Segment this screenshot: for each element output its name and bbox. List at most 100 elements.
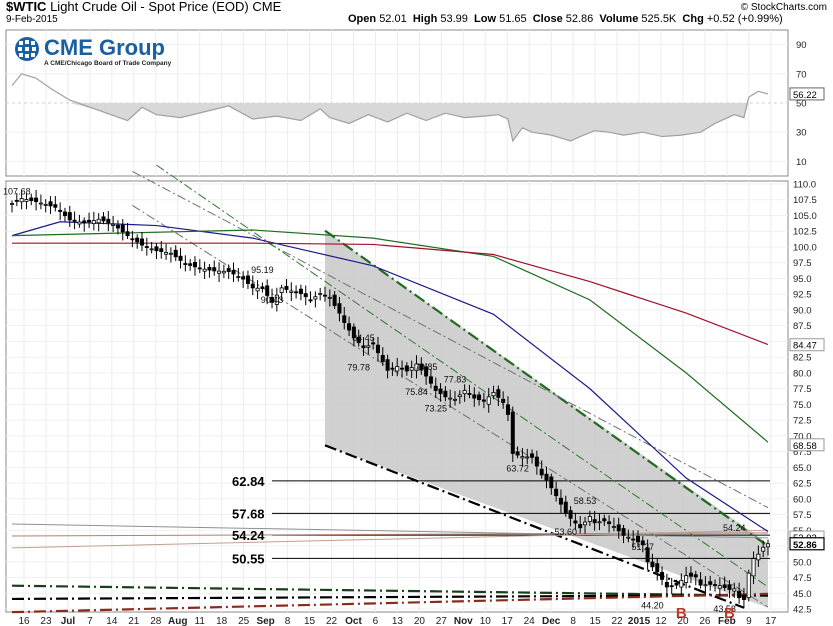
price-tick-label: 110.0 (793, 180, 816, 191)
candle-body (217, 270, 222, 274)
candle-body (549, 476, 554, 489)
x-tick-label: Aug (168, 616, 187, 626)
candle-body (404, 365, 409, 372)
price-annotation: 73.25 (424, 403, 447, 413)
trendline (11, 594, 769, 601)
x-tick-label: 7 (87, 616, 93, 626)
candle-body (38, 202, 43, 205)
right-price-value: 68.58 (793, 441, 817, 452)
candle-body (96, 218, 101, 224)
candle-body (631, 538, 636, 541)
x-tick-label: 22 (612, 616, 624, 626)
right-price-value: 52.86 (793, 540, 817, 551)
candle-body (101, 216, 106, 222)
candle-body (486, 396, 491, 405)
right-price-badge (789, 438, 825, 452)
chg-label: Chg (682, 13, 704, 25)
candle-body (298, 288, 303, 294)
candle-body (525, 456, 530, 459)
x-tick-label: 23 (40, 616, 52, 626)
candle-body (9, 203, 14, 205)
price-tick-label: 105.0 (793, 211, 817, 222)
level-label: 62.84 (232, 474, 265, 489)
candle-body (698, 579, 703, 586)
x-tick-label: 26 (699, 616, 711, 626)
cme-logo: CME Group A CME/Chicago Board of Trade C… (14, 35, 174, 72)
candle-body (390, 367, 395, 370)
price-tick-label: 75.0 (793, 400, 812, 411)
candle-body (332, 294, 337, 306)
candle-body (669, 585, 674, 588)
candle-body (168, 252, 173, 255)
price-annotation: 43.58 (713, 604, 736, 614)
candle-body (303, 293, 308, 298)
candle-body (395, 366, 400, 372)
x-tick-label: 24 (524, 616, 536, 626)
candle-body (616, 524, 621, 532)
candle-body (48, 201, 53, 207)
candle-body (428, 376, 433, 384)
candle-body (154, 246, 159, 252)
candle-body (741, 595, 746, 600)
price-tick-label: 82.5 (793, 353, 812, 364)
candle-body (115, 224, 120, 229)
rsi-tick-label: 10 (796, 157, 807, 168)
candle-body (558, 497, 563, 505)
x-tick-label: 2015 (628, 616, 651, 626)
candle-body (183, 263, 188, 265)
candle-body (159, 248, 164, 252)
price-tick-label: 77.5 (793, 384, 812, 395)
candle-body (481, 399, 486, 402)
right-price-badge (789, 338, 825, 352)
price-tick-label: 70.0 (793, 431, 812, 442)
x-tick-label: 22 (326, 616, 338, 626)
candle-body (727, 584, 732, 590)
price-annotation: 75.84 (405, 387, 428, 397)
x-tick-label: 21 (128, 616, 140, 626)
candle-body (24, 199, 29, 202)
x-tick-label: 27 (436, 616, 448, 626)
level-label: 50.55 (232, 551, 265, 566)
candle-body (164, 252, 169, 255)
candle-body (501, 398, 506, 403)
candle-body (732, 588, 737, 592)
candle-body (135, 237, 140, 243)
price-annotation: 54.24 (723, 523, 746, 533)
symbol-description: Light Crude Oil - Spot Price (EOD) (50, 0, 249, 14)
candle-body (385, 359, 390, 371)
candle-body (655, 563, 660, 573)
price-tick-label: 62.5 (793, 479, 812, 490)
candle-body (192, 261, 197, 268)
candle-body (419, 363, 424, 371)
candle-body (679, 579, 684, 588)
x-tick-label: 15 (304, 616, 316, 626)
ma-mid-line (11, 229, 769, 443)
candle-body (289, 290, 294, 293)
level-label: 54.24 (232, 528, 265, 543)
candle-body (453, 398, 458, 401)
candle-body (125, 231, 130, 237)
candle-body (77, 221, 82, 225)
high-value: 53.99 (440, 13, 468, 25)
candle-body (342, 315, 347, 323)
x-tick-label: 15 (590, 616, 602, 626)
candle-body (688, 572, 693, 577)
price-tick-label: 102.5 (793, 227, 817, 238)
close-value: 52.86 (565, 13, 594, 25)
x-tick-label: 17 (502, 616, 514, 626)
x-tick-label: 20 (677, 616, 689, 626)
candle-body (14, 199, 19, 202)
open-value: 52.01 (379, 13, 407, 25)
price-annotation: 53.60 (554, 527, 577, 537)
x-tick-label: 25 (238, 616, 250, 626)
trendline (11, 584, 769, 597)
candle-body (664, 582, 669, 588)
candle-body (308, 299, 313, 302)
candle-body (530, 453, 535, 458)
candle-body (255, 287, 260, 292)
price-tick-label: 67.5 (793, 447, 812, 458)
candle-body (294, 291, 299, 294)
candle-body (62, 211, 67, 217)
candle-body (766, 543, 771, 548)
candle-body (477, 394, 482, 401)
